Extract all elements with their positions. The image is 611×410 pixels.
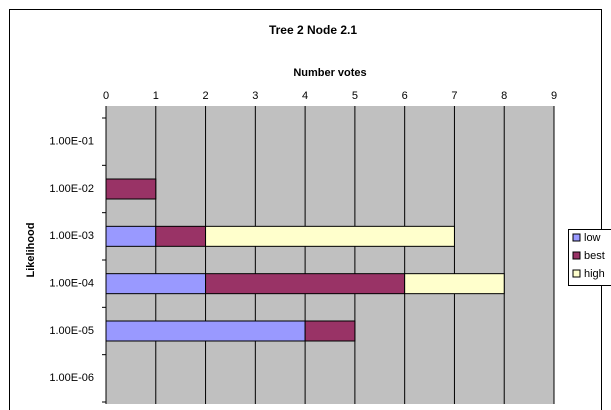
x-tick-label: 0	[103, 90, 109, 102]
legend-label: high	[584, 268, 605, 280]
bar	[105, 178, 157, 200]
x-axis-title: Number votes	[293, 67, 366, 79]
y-tick-label: 1.00E-02	[49, 183, 94, 195]
bar	[304, 320, 356, 342]
x-tick-label: 5	[352, 90, 358, 102]
bar	[205, 273, 406, 295]
bar	[404, 273, 505, 295]
x-tick-label: 7	[451, 90, 457, 102]
y-tick-label: 1.00E-03	[49, 230, 94, 242]
bar	[105, 320, 306, 342]
bar	[155, 225, 207, 247]
x-tick-label: 9	[551, 90, 557, 102]
plot-area	[106, 106, 554, 404]
y-axis-title: Likelihood	[25, 223, 37, 278]
bar	[105, 273, 207, 295]
bar	[205, 225, 455, 247]
x-tick-label: 1	[153, 90, 159, 102]
bar	[105, 225, 157, 247]
y-tick-label: 1.00E-04	[49, 278, 94, 290]
y-tick-label: 1.00E-05	[49, 325, 94, 337]
x-tick-label: 6	[402, 90, 408, 102]
x-tick-label: 3	[252, 90, 258, 102]
chart-title: Tree 2 Node 2.1	[269, 23, 357, 37]
y-tick-label: 1.00E-01	[49, 136, 94, 148]
x-tick-label: 8	[501, 90, 507, 102]
legend-label: low	[584, 232, 601, 244]
legend-swatch	[572, 269, 581, 278]
x-tick-label: 2	[202, 90, 208, 102]
legend-swatch	[572, 251, 581, 260]
y-tick-label: 1.00E-06	[49, 372, 94, 384]
legend-swatch	[572, 233, 581, 242]
legend-label: best	[584, 250, 605, 262]
x-tick-label: 4	[302, 90, 308, 102]
